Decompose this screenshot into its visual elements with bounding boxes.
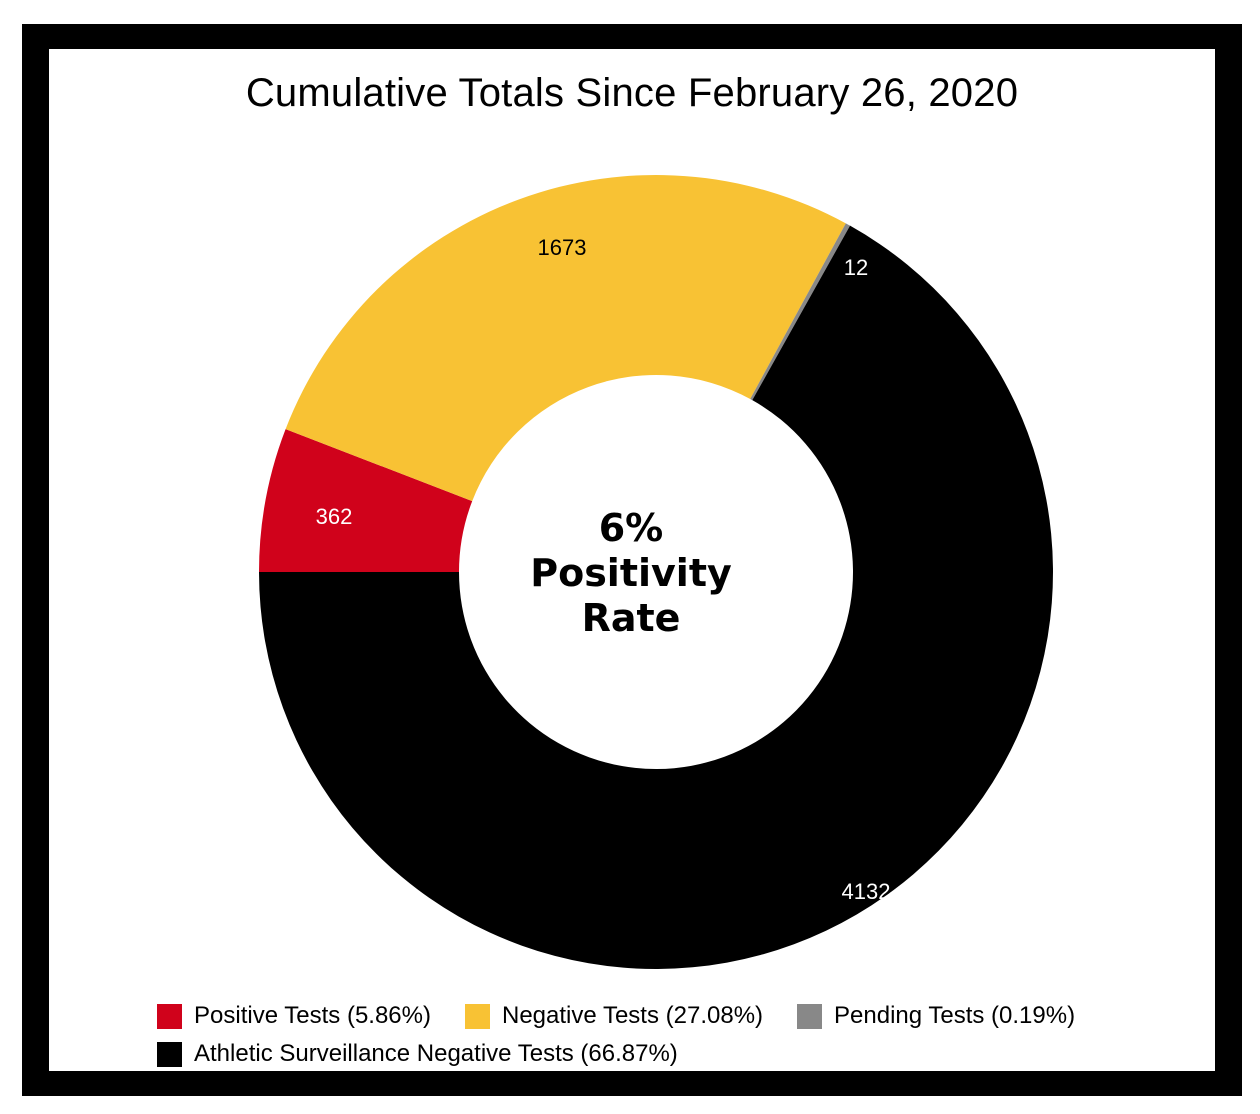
chart-frame: Cumulative Totals Since February 26, 202… bbox=[22, 24, 1242, 1096]
donut-chart: 362 1673 12 4132 6% Positivity Rate bbox=[259, 174, 1053, 970]
legend-swatch-athletic bbox=[157, 1041, 182, 1067]
center-rate-value: 6% bbox=[599, 506, 664, 550]
legend-item-negative: Negative Tests (27.08%) bbox=[465, 1002, 763, 1030]
legend-item-athletic: Athletic Surveillance Negative Tests (66… bbox=[157, 1040, 678, 1068]
legend-swatch-pending bbox=[797, 1003, 823, 1029]
legend-swatch-positive bbox=[157, 1003, 182, 1029]
legend-label-athletic: Athletic Surveillance Negative Tests (66… bbox=[194, 1040, 678, 1067]
legend-row-2: Athletic Surveillance Negative Tests (66… bbox=[157, 1035, 1197, 1073]
legend-swatch-negative bbox=[465, 1003, 490, 1029]
chart-panel: Cumulative Totals Since February 26, 202… bbox=[49, 49, 1215, 1071]
legend-label-negative: Negative Tests (27.08%) bbox=[502, 1002, 764, 1029]
legend-item-positive: Positive Tests (5.86%) bbox=[157, 1002, 431, 1030]
center-rate-label: Rate bbox=[582, 596, 681, 640]
donut-slice-pending-tests bbox=[750, 223, 851, 401]
legend-row-1: Positive Tests (5.86%) Negative Tests (2… bbox=[157, 997, 1197, 1035]
legend-item-pending: Pending Tests (0.19%) bbox=[797, 1002, 1075, 1030]
data-label-positive-tests: 362 bbox=[316, 504, 353, 529]
donut-slice-negative-tests bbox=[285, 174, 846, 502]
chart-legend: Positive Tests (5.86%) Negative Tests (2… bbox=[157, 997, 1197, 1073]
donut-slice-athletic-surveillance-negative-tests bbox=[259, 225, 1053, 970]
legend-label-pending: Pending Tests (0.19%) bbox=[834, 1002, 1076, 1029]
center-rate-word: Positivity bbox=[530, 551, 732, 595]
data-label-pending-tests: 12 bbox=[844, 255, 868, 280]
chart-title: Cumulative Totals Since February 26, 202… bbox=[245, 71, 1019, 115]
data-label-athletic-surveillance-negative-tests: 4132 bbox=[842, 879, 891, 904]
data-label-negative-tests: 1673 bbox=[538, 235, 587, 260]
legend-label-positive: Positive Tests (5.86%) bbox=[194, 1002, 431, 1029]
donut-slice-positive-tests bbox=[259, 429, 473, 572]
